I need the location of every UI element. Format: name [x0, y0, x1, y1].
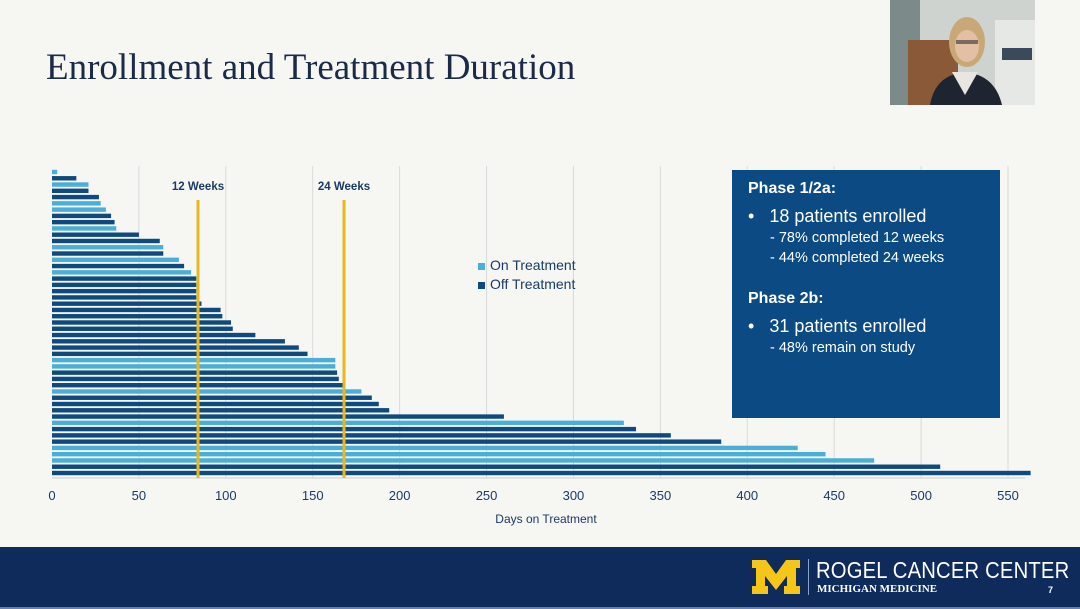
legend-swatch	[478, 282, 485, 289]
patient-bar	[52, 232, 139, 237]
patient-bar	[52, 295, 197, 300]
patient-bar	[52, 401, 379, 407]
patient-bar	[52, 307, 221, 313]
patient-bar	[52, 376, 339, 382]
patient-bar	[52, 351, 308, 357]
patient-bar	[52, 182, 89, 187]
patient-bar	[52, 451, 826, 457]
page-number: 7	[1048, 585, 1054, 595]
patient-bar	[52, 458, 875, 463]
phase1-sub2: - 44% completed 24 weeks	[770, 250, 945, 266]
patient-bar	[52, 270, 192, 275]
x-tick-label: 450	[823, 488, 845, 503]
presenter-video-icon	[890, 0, 1035, 105]
x-axis-label: Days on Treatment	[495, 512, 597, 526]
patient-bar	[52, 188, 89, 194]
swimmer-chart: 0 50 100 150 200 250 300 350 400 450 500 550 Days on…	[48, 166, 1031, 526]
slide-footer: ROGEL CANCER CENTER MICHIGAN MEDICINE 7	[0, 547, 1080, 609]
bullet-icon: •	[748, 206, 755, 226]
patient-bar	[52, 433, 671, 438]
phase2-bullet-text: 31 patients enrolled	[769, 316, 927, 336]
patient-bar	[52, 301, 202, 306]
patient-bar	[52, 414, 504, 419]
patient-bar	[52, 445, 798, 451]
reference-line	[342, 200, 346, 478]
phase1-heading: Phase 1/2a:	[748, 180, 837, 197]
patient-bar	[52, 439, 722, 444]
phase1-sub1: - 78% completed 12 weeks	[770, 230, 945, 246]
patient-bar	[52, 395, 372, 400]
x-tick-label: 0	[48, 488, 55, 503]
patient-bar	[52, 245, 164, 250]
presenter-webcam	[890, 0, 1035, 105]
x-tick-label: 50	[132, 488, 146, 503]
patient-bar	[52, 314, 223, 319]
slide-title: Enrollment and Treatment Duration	[46, 47, 576, 88]
footer-divider	[808, 559, 809, 595]
reference-line-label: 12 Weeks	[172, 181, 224, 193]
patient-bar	[52, 470, 1031, 476]
x-tick-label: 150	[302, 488, 324, 503]
patient-bar	[52, 251, 164, 256]
phase1-bullet: • 18 patients enrolled	[748, 206, 984, 227]
patient-bar	[52, 169, 58, 175]
patient-bar	[52, 288, 197, 294]
sub-org-name: MICHIGAN MEDICINE	[817, 583, 938, 595]
patient-bar	[52, 364, 336, 369]
patient-bar	[52, 420, 624, 426]
patient-bar	[52, 207, 106, 212]
patient-bar	[52, 332, 256, 338]
phase2-heading: Phase 2b:	[748, 290, 824, 307]
patient-bar	[52, 263, 185, 269]
patient-bar	[52, 326, 233, 331]
org-name: ROGEL CANCER CENTER	[816, 557, 1070, 583]
patient-bar	[52, 226, 117, 231]
michigan-m-logo	[752, 560, 800, 594]
patient-bar	[52, 408, 390, 413]
info-box: Phase 1/2a: • 18 patients enrolled - 78%…	[732, 170, 1000, 418]
x-tick-label: 400	[736, 488, 758, 503]
patient-bar	[52, 282, 197, 288]
patient-bar	[52, 389, 362, 394]
x-tick-label: 500	[910, 488, 932, 503]
bullet-icon: •	[748, 316, 755, 336]
x-tick-label: 300	[563, 488, 585, 503]
x-tick-label: 100	[215, 488, 237, 503]
patient-bar	[52, 370, 338, 375]
patient-bar	[52, 276, 197, 281]
patient-bar	[52, 345, 299, 350]
patient-bar	[52, 219, 115, 225]
x-tick-label: 250	[476, 488, 498, 503]
patient-bar	[52, 213, 112, 219]
patient-bar	[52, 320, 232, 325]
legend-label: Off Treatment	[490, 276, 575, 292]
x-tick-label: 550	[997, 488, 1019, 503]
patient-bar	[52, 238, 160, 244]
patient-bar	[52, 257, 179, 262]
patient-bar	[52, 464, 941, 469]
reference-line	[196, 200, 200, 478]
phase1-bullet-text: 18 patients enrolled	[769, 206, 927, 226]
x-tick-label: 200	[389, 488, 411, 503]
patient-bar	[52, 194, 99, 200]
legend-label: On Treatment	[490, 257, 576, 273]
patient-bar	[52, 357, 336, 363]
legend-swatch	[478, 263, 485, 270]
patient-bar	[52, 176, 77, 181]
x-tick-label: 350	[650, 488, 672, 503]
patient-bar	[52, 201, 101, 206]
patient-bar	[52, 339, 285, 344]
phase2-sub1: - 48% remain on study	[770, 340, 916, 356]
phase2-bullet: • 31 patients enrolled	[748, 316, 984, 337]
reference-line-label: 24 Weeks	[318, 181, 370, 193]
